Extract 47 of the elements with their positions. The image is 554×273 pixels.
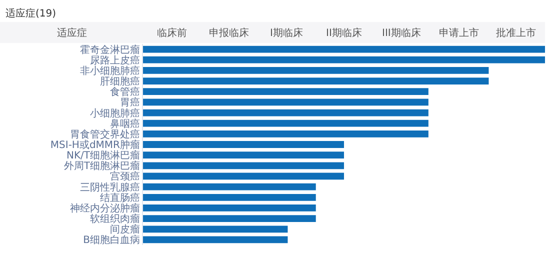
bar — [143, 78, 489, 84]
bar — [143, 226, 288, 233]
bar — [143, 141, 344, 148]
text: I期临床 — [270, 27, 303, 39]
bar — [143, 109, 428, 116]
y-tick-label: B细胞白血病 — [83, 234, 140, 246]
text: 申报临床 — [209, 27, 249, 39]
bar — [143, 162, 344, 170]
y-tick-label: 非小细胞肺癌 — [80, 64, 140, 77]
bar — [143, 152, 344, 159]
bar — [143, 204, 316, 212]
bar — [143, 215, 316, 222]
text: 申请上市 — [439, 27, 479, 39]
y-tick-label: 三阴性乳腺癌 — [80, 181, 140, 194]
y-tick-label: 胃癌 — [120, 96, 140, 109]
y-tick-label: 软组织肉瘤 — [90, 213, 140, 226]
bar — [143, 130, 428, 138]
bar — [143, 67, 489, 74]
y-tick-label: 小细胞肺癌 — [90, 107, 140, 120]
text: III期临床 — [382, 27, 421, 39]
bar — [143, 46, 545, 53]
bar — [143, 183, 316, 190]
bar — [143, 172, 344, 180]
y-tick-label: 肝细胞癌 — [100, 76, 140, 88]
y-tick-label: 间皮瘤 — [110, 224, 140, 236]
y-tick-label: 鼻咽癌 — [110, 118, 140, 130]
text: 适应症(19) — [6, 8, 56, 20]
y-tick-label: 胃食管交界处癌 — [70, 128, 140, 140]
bar — [143, 98, 428, 106]
text: II期临床 — [326, 27, 362, 39]
y-axis-title: 适应症 — [57, 27, 87, 39]
y-tick-label: 尿路上皮癌 — [90, 54, 140, 66]
y-tick-label: 外周T细胞淋巴瘤 — [64, 160, 140, 172]
y-tick-label: 宫颈癌 — [110, 170, 140, 183]
text: 批准上市 — [496, 27, 536, 39]
y-tick-label: 霍奇金淋巴瘤 — [80, 44, 140, 56]
y-tick-label: 结直肠癌 — [100, 192, 140, 204]
y-tick-label: MSI-H或dMMR肿瘤 — [50, 139, 140, 151]
text: 临床前 — [157, 27, 187, 39]
bar — [143, 56, 545, 64]
bar — [143, 120, 428, 127]
bar — [143, 236, 288, 244]
bar — [143, 88, 428, 96]
y-tick-label: NK/T细胞淋巴瘤 — [66, 150, 140, 162]
y-tick-label: 食管癌 — [110, 86, 140, 98]
y-tick-label: 神经内分泌肿瘤 — [70, 202, 140, 214]
bar — [143, 194, 316, 201]
